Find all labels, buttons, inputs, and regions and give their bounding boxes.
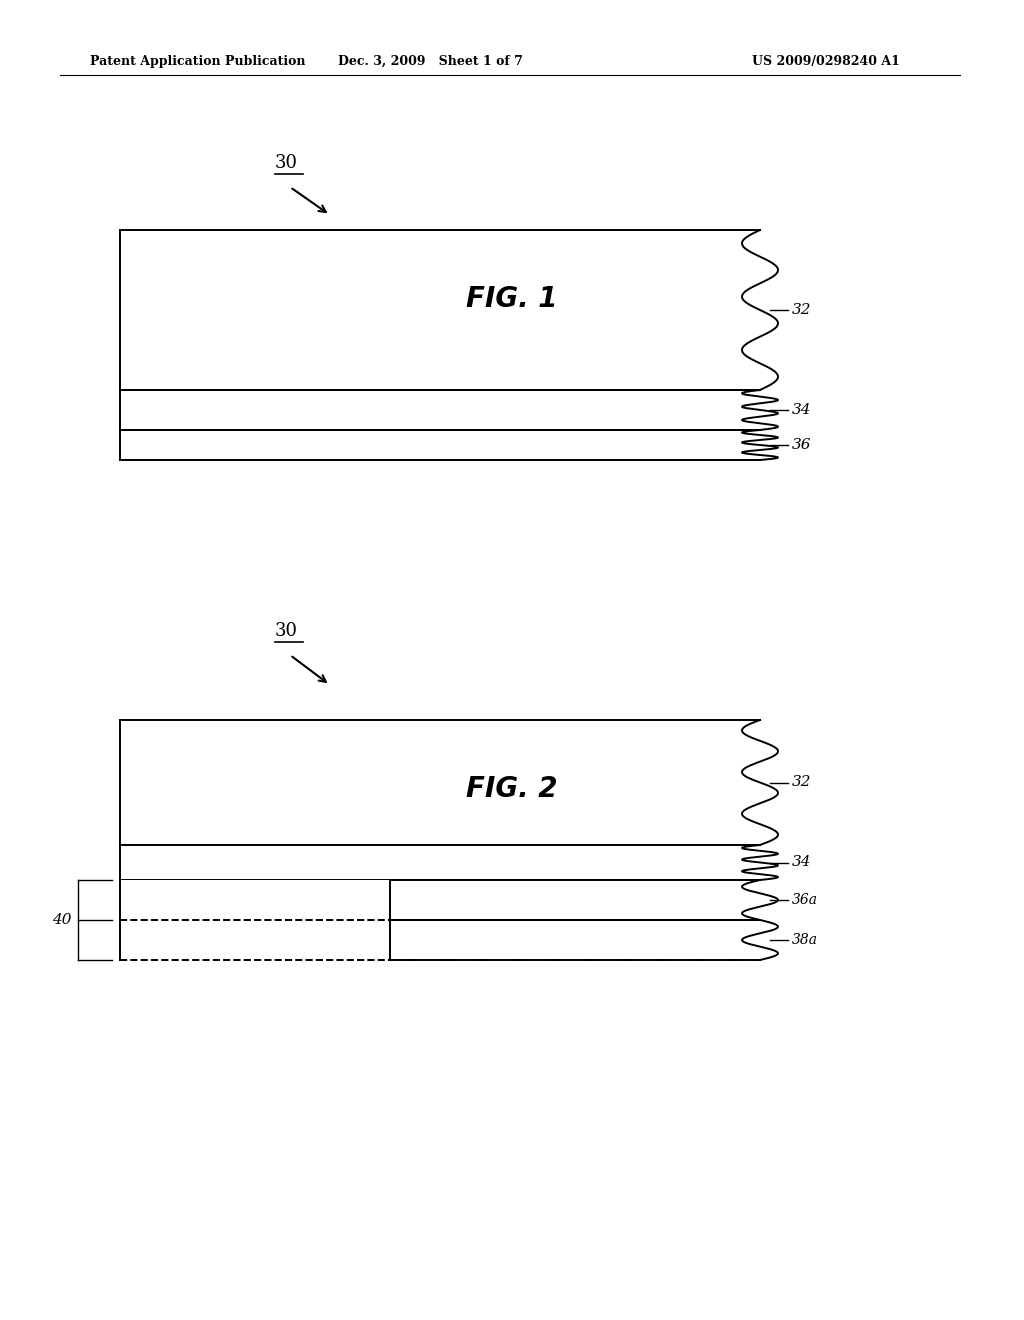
Text: Dec. 3, 2009   Sheet 1 of 7: Dec. 3, 2009 Sheet 1 of 7: [338, 55, 522, 69]
Text: 34: 34: [792, 855, 811, 870]
Bar: [120, 920, 390, 960]
Polygon shape: [120, 230, 778, 389]
Text: 40: 40: [52, 913, 72, 927]
Bar: [120, 880, 390, 920]
Bar: [390, 880, 760, 920]
Text: 30: 30: [275, 622, 298, 640]
Text: 30: 30: [275, 154, 298, 172]
Text: Patent Application Publication: Patent Application Publication: [90, 55, 305, 69]
Text: US 2009/0298240 A1: US 2009/0298240 A1: [752, 55, 900, 69]
Polygon shape: [120, 845, 778, 880]
Polygon shape: [120, 719, 778, 845]
Text: 32: 32: [792, 304, 811, 317]
Bar: [390, 920, 760, 960]
Text: 38a: 38a: [792, 933, 818, 946]
Text: FIG. 1: FIG. 1: [466, 285, 558, 313]
Text: FIG. 2: FIG. 2: [466, 775, 558, 803]
Polygon shape: [120, 389, 778, 430]
Text: 36: 36: [792, 438, 811, 451]
Polygon shape: [120, 430, 778, 459]
Text: 36a: 36a: [792, 894, 818, 907]
Text: 34: 34: [792, 403, 811, 417]
Text: 32: 32: [792, 776, 811, 789]
